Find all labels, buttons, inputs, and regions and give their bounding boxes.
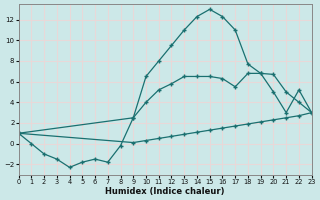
X-axis label: Humidex (Indice chaleur): Humidex (Indice chaleur) [105, 187, 225, 196]
